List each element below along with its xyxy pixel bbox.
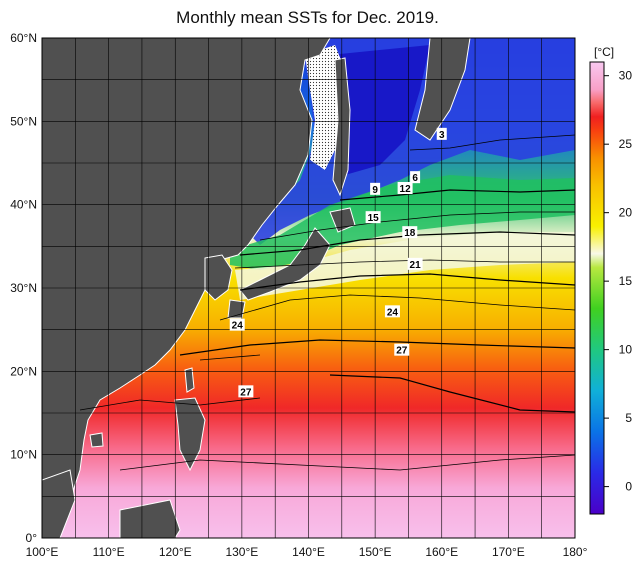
contour-label: 9 xyxy=(370,182,381,196)
contour-21 xyxy=(219,294,575,321)
lon-label: 160°E xyxy=(425,545,458,559)
transition-white-band xyxy=(235,232,575,300)
lat-label: 30°N xyxy=(10,281,37,295)
lat-label: 0° xyxy=(26,531,38,545)
contour-18 xyxy=(239,273,575,291)
svg-text:27: 27 xyxy=(396,346,408,357)
svg-text:24: 24 xyxy=(232,321,244,332)
lon-label: 110°E xyxy=(93,545,125,559)
borneo xyxy=(119,499,181,538)
colorbar-ticks: 30 25 20 15 10 5 0 xyxy=(604,69,632,494)
latitude-labels: 60°N 50°N 40°N 30°N 20°N 10°N 0° xyxy=(10,31,37,545)
sumatra-malay xyxy=(42,469,76,538)
sakhalin xyxy=(332,57,351,197)
contour-6 xyxy=(339,189,575,201)
lon-label: 170°E xyxy=(492,545,525,559)
lon-label: 150°E xyxy=(359,545,392,559)
contour-label: 18 xyxy=(402,226,418,239)
colorbar-tick-label: 5 xyxy=(625,411,632,425)
svg-text:15: 15 xyxy=(368,213,380,224)
longitude-labels: 100°E 110°E 120°E 130°E 140°E 150°E 160°E 170°E… xyxy=(26,545,588,559)
korea-peninsula xyxy=(204,254,233,301)
contour-15 xyxy=(234,259,575,269)
svg-text:18: 18 xyxy=(404,228,416,239)
colorbar-tick-label: 10 xyxy=(619,343,633,357)
philippines xyxy=(174,397,206,472)
plot-frame xyxy=(41,37,576,539)
svg-text:12: 12 xyxy=(400,184,412,195)
map-title: Monthly mean SSTs for Dec. 2019. xyxy=(176,8,439,27)
lon-label: 180° xyxy=(563,545,588,559)
colorbar-tick-label: 0 xyxy=(625,480,632,494)
svg-text:21: 21 xyxy=(410,260,422,271)
lat-label: 50°N xyxy=(10,114,37,128)
svg-text:9: 9 xyxy=(372,185,378,196)
contour-label: 6 xyxy=(410,171,421,184)
colorbar-tick-label: 25 xyxy=(619,137,633,151)
contour-24b xyxy=(199,354,261,361)
map-plot-area xyxy=(42,38,575,538)
lat-label: 20°N xyxy=(10,364,37,378)
contour-label: 15 xyxy=(365,211,381,224)
colorbar xyxy=(589,61,605,515)
lon-label: 130°E xyxy=(225,545,258,559)
colorbar-tick-label: 30 xyxy=(619,69,633,83)
contour-label: 24 xyxy=(229,318,245,332)
colorbar-tick-label: 15 xyxy=(619,274,633,288)
contour-labels: 3 6 9 12 15 18 21 24 24 27 27 xyxy=(229,127,447,398)
contour-label: 12 xyxy=(397,182,413,195)
contour-12 xyxy=(239,231,575,256)
lat-label: 10°N xyxy=(10,448,37,462)
contour-label: 3 xyxy=(436,127,447,141)
lon-label: 100°E xyxy=(26,545,59,559)
sea-ice xyxy=(305,45,345,170)
contour-label: 24 xyxy=(384,305,400,318)
contour-label: 27 xyxy=(394,343,410,357)
svg-text:27: 27 xyxy=(240,387,252,398)
contour-27b xyxy=(79,397,261,411)
graticule xyxy=(42,38,575,538)
okhotsk-sea xyxy=(330,45,430,175)
lat-label: 60°N xyxy=(10,31,37,45)
contour-label: 21 xyxy=(407,257,423,271)
kamchatka xyxy=(414,38,471,141)
contour-label: 27 xyxy=(238,385,254,398)
taiwan xyxy=(184,367,195,393)
svg-text:6: 6 xyxy=(412,173,418,184)
lon-label: 120°E xyxy=(159,545,192,559)
hainan xyxy=(89,432,104,448)
svg-text:3: 3 xyxy=(439,130,445,141)
contour-9 xyxy=(259,211,575,241)
lon-label: 140°E xyxy=(292,545,325,559)
colorbar-unit: [°C] xyxy=(594,45,614,59)
contour-27a xyxy=(329,374,575,413)
japan-honshu xyxy=(239,227,331,301)
svg-text:24: 24 xyxy=(387,307,399,318)
colorbar-tick-label: 20 xyxy=(619,206,633,220)
contour-28 xyxy=(119,454,575,471)
contour-24a xyxy=(179,339,575,356)
lat-label: 40°N xyxy=(10,198,37,212)
